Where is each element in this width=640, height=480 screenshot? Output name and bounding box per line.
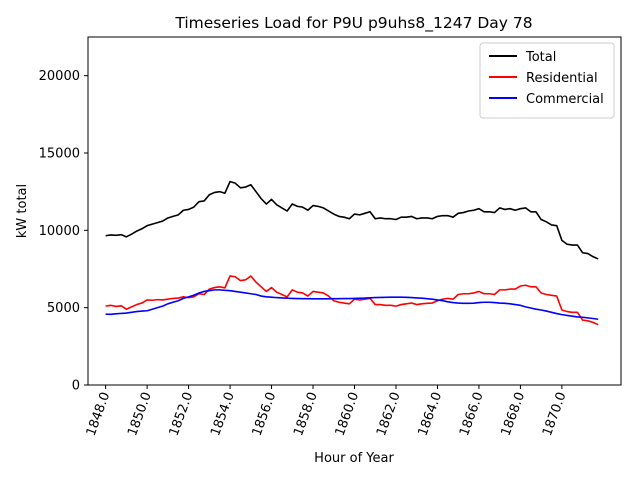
- y-tick-label: 20000: [39, 69, 80, 84]
- series-line-total: [105, 180, 599, 260]
- legend-label-total: Total: [525, 50, 556, 65]
- y-axis-label: kW total: [15, 184, 30, 238]
- series-layer: [105, 180, 599, 326]
- legend-label-residential: Residential: [526, 71, 598, 86]
- y-tick-label: 5000: [47, 301, 80, 316]
- y-tick-label: 10000: [39, 224, 80, 239]
- series-line-commercial: [105, 289, 599, 321]
- y-tick-label: 15000: [39, 147, 80, 162]
- y-axis: 0 5000 10000 15000 20000: [39, 69, 88, 394]
- y-tick-label: 0: [72, 379, 80, 394]
- legend-label-commercial: Commercial: [526, 92, 604, 107]
- plot-area: [87, 36, 622, 386]
- legend: Total Residential Commercial: [479, 42, 615, 119]
- x-axis-label: Hour of Year: [314, 451, 394, 466]
- legend-box: [479, 42, 615, 119]
- chart-title: Timeseries Load for P9U p9uhs8_1247 Day …: [174, 14, 532, 33]
